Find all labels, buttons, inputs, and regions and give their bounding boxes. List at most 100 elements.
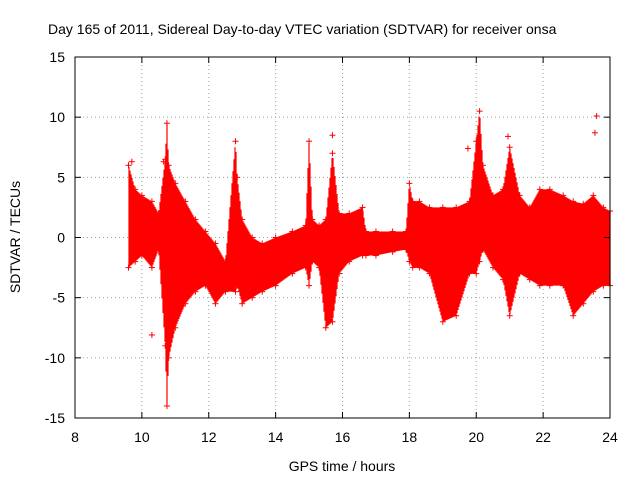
data-point-isolated — [160, 158, 167, 165]
data-point-upper — [306, 138, 313, 145]
y-tick-label: 10 — [49, 109, 65, 125]
data-point-lower — [125, 264, 132, 271]
data-point-upper — [192, 216, 199, 223]
data-point-upper — [426, 204, 433, 211]
data-point-lower — [426, 270, 433, 277]
data-point-lower — [479, 246, 486, 253]
x-axis-ticks: 8 10 12 14 16 18 20 22 24 — [71, 57, 618, 445]
data-point-lower — [406, 258, 413, 265]
data-point-upper — [479, 162, 486, 169]
data-point-upper — [309, 216, 316, 223]
data-point-lower — [560, 282, 567, 289]
data-point-upper — [526, 204, 533, 211]
data-point-upper — [165, 162, 172, 169]
data-point-upper — [536, 186, 543, 193]
data-point-upper — [172, 180, 179, 187]
data-point-lower — [409, 264, 416, 271]
data-point-upper — [272, 234, 279, 241]
data-point-lower — [306, 282, 313, 289]
data-point-lower — [302, 264, 309, 271]
y-tick-label: -5 — [53, 290, 66, 306]
data-point-upper — [500, 186, 506, 193]
data-point-upper — [600, 204, 607, 211]
data-point-lower — [239, 300, 246, 307]
x-tick-label: 24 — [602, 429, 618, 445]
data-point-upper — [202, 228, 209, 235]
x-tick-label: 18 — [402, 429, 418, 445]
data-point-upper — [580, 200, 587, 207]
data-point-isolated — [505, 133, 512, 140]
data-point-upper — [409, 198, 416, 205]
x-tick-label: 16 — [335, 429, 351, 445]
data-marks — [125, 108, 613, 409]
data-point-upper — [234, 174, 241, 181]
data-point-upper — [232, 138, 239, 145]
data-point-upper — [259, 240, 266, 247]
data-point-lower — [466, 270, 473, 277]
data-point-upper — [439, 204, 446, 211]
data-point-lower — [322, 324, 329, 331]
data-point-lower — [439, 318, 446, 325]
data-point-upper — [466, 198, 473, 205]
data-point-lower — [546, 282, 553, 289]
data-point-upper — [489, 192, 496, 199]
x-tick-label: 8 — [71, 429, 79, 445]
data-point-upper — [222, 258, 229, 265]
data-point-isolated — [329, 132, 336, 139]
data-point-lower — [536, 282, 543, 289]
data-point-lower — [162, 342, 169, 349]
data-point-upper — [359, 204, 366, 211]
data-point-lower — [346, 258, 353, 265]
data-point-lower — [132, 258, 139, 265]
x-tick-label: 22 — [535, 429, 551, 445]
data-point-lower — [163, 402, 170, 409]
data-point-lower — [289, 270, 296, 277]
data-point-lower — [182, 300, 189, 307]
data-point-upper — [516, 192, 523, 199]
data-point-upper — [316, 222, 323, 229]
data-point-upper — [476, 108, 483, 115]
data-point-upper — [148, 198, 155, 205]
data-point-lower — [172, 324, 179, 331]
x-tick-label: 10 — [134, 429, 150, 445]
data-point-upper — [182, 198, 189, 205]
data-point-lower — [489, 264, 496, 271]
data-point-lower — [272, 282, 279, 289]
data-point-isolated — [464, 145, 471, 152]
data-point-upper — [453, 204, 460, 211]
data-point-lower — [500, 276, 506, 283]
data-point-upper — [362, 228, 369, 235]
data-point-upper — [239, 216, 246, 223]
data-point-isolated — [148, 331, 155, 338]
data-point-upper — [560, 192, 567, 199]
data-point-upper — [406, 180, 413, 187]
y-tick-label: -10 — [45, 350, 65, 366]
data-point-upper — [473, 138, 480, 145]
x-axis-label: GPS time / hours — [289, 458, 396, 474]
data-point-lower — [506, 312, 513, 319]
data-point-upper — [302, 222, 309, 229]
data-point-upper — [289, 228, 296, 235]
data-point-upper — [132, 186, 139, 193]
sdtvar-band — [128, 116, 611, 405]
y-tick-label: 0 — [57, 230, 65, 246]
data-point-upper — [155, 210, 162, 217]
y-tick-label: 15 — [49, 49, 65, 65]
data-point-upper — [416, 198, 423, 205]
data-point-lower — [372, 252, 379, 259]
data-point-upper — [125, 162, 132, 169]
data-point-lower — [389, 248, 396, 255]
data-point-lower — [336, 270, 343, 277]
data-point-lower — [526, 276, 533, 283]
y-tick-label: -15 — [45, 410, 65, 426]
data-point-lower — [403, 246, 410, 253]
data-point-upper — [249, 234, 256, 241]
data-point-lower — [192, 288, 199, 295]
data-point-lower — [329, 318, 336, 325]
data-point-lower — [138, 252, 145, 259]
data-point-upper — [403, 228, 410, 235]
data-point-lower — [222, 288, 229, 295]
data-point-lower — [516, 270, 523, 277]
data-point-lower — [570, 312, 577, 319]
